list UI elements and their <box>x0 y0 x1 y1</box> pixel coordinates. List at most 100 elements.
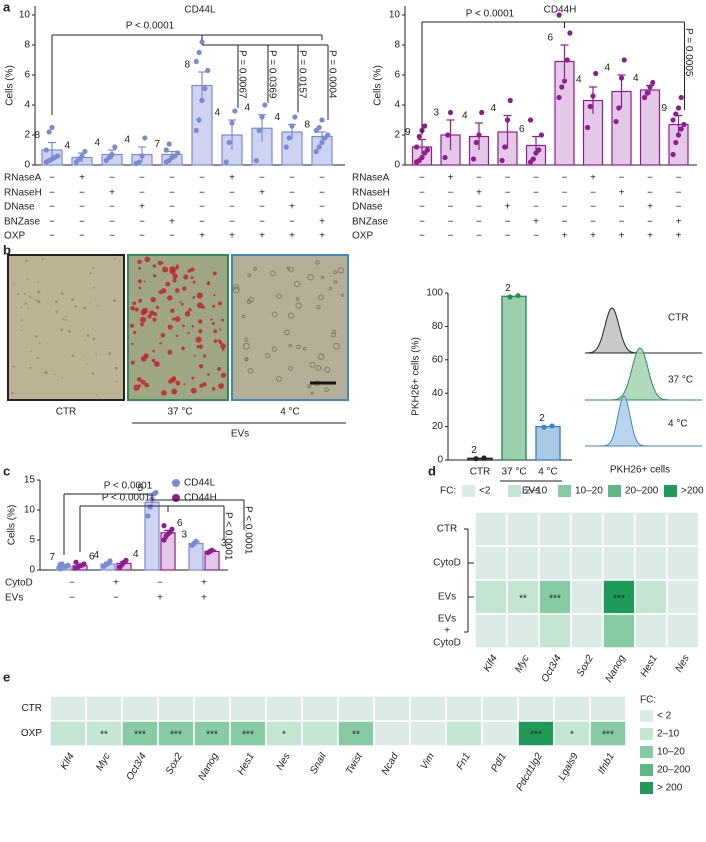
image-label: 37 °C <box>167 407 192 418</box>
heatmap-cell <box>553 695 591 722</box>
data-point <box>473 139 479 146</box>
n-label: 6 <box>547 33 553 44</box>
data-point <box>561 78 568 84</box>
legend-swatch <box>664 485 677 497</box>
condition-mark: − <box>169 202 175 213</box>
condition-mark: − <box>590 217 596 228</box>
n-label: 4 <box>214 108 220 119</box>
n-label: 4 <box>462 111 468 122</box>
stain <box>196 344 200 349</box>
cell <box>44 370 48 375</box>
condition-mark: − <box>676 202 682 213</box>
stain <box>152 274 157 278</box>
legend-label: >200 <box>681 486 704 497</box>
bar <box>639 89 661 166</box>
cell <box>269 270 276 277</box>
cell <box>294 280 301 288</box>
cell <box>83 306 86 310</box>
condition-mark: + <box>113 578 119 589</box>
cell <box>67 329 72 333</box>
cell <box>307 274 314 281</box>
condition-mark: + <box>676 231 682 242</box>
n-label: 3 <box>221 538 227 549</box>
cell <box>23 303 25 305</box>
heatmap-cell <box>538 511 572 547</box>
column-label: Pdcd1lg2 <box>515 751 546 793</box>
cell <box>23 292 26 295</box>
significance: ** <box>519 593 527 604</box>
condition-mark: − <box>139 173 145 184</box>
stain <box>172 278 177 283</box>
significance: ** <box>352 729 360 740</box>
heatmap-cell <box>474 613 508 649</box>
condition-mark: + <box>169 217 175 228</box>
heatmap-cell <box>666 511 700 547</box>
cell <box>113 258 116 261</box>
cell <box>35 299 38 302</box>
condition-mark: + <box>590 231 596 242</box>
n-label: 9 <box>661 103 667 114</box>
data-point <box>316 124 322 131</box>
row-label: CTR <box>21 703 42 714</box>
condition-mark: − <box>79 217 85 228</box>
group-label: EVs <box>231 429 249 440</box>
y-tick-label: 2 <box>24 130 30 141</box>
cell <box>320 275 325 280</box>
stain <box>180 302 184 306</box>
cell <box>287 312 295 319</box>
n-label: 6 <box>177 518 183 529</box>
heatmap-cell <box>337 720 375 747</box>
condition-mark: + <box>562 231 568 242</box>
stain <box>138 298 143 303</box>
data-point <box>479 109 485 116</box>
data-point <box>43 147 49 153</box>
heatmap-cell <box>506 613 540 649</box>
p-value: P < 0.0001 <box>104 481 153 492</box>
legend-marker <box>172 479 180 487</box>
condition-mark: − <box>79 188 85 199</box>
cell <box>242 342 250 350</box>
column-label: Ifnb1 <box>596 751 617 776</box>
x-tick-label: CTR <box>470 467 491 478</box>
stain <box>196 302 204 309</box>
stain <box>195 336 202 343</box>
cell <box>37 300 41 304</box>
data-point <box>325 132 331 138</box>
y-tick-label: 20 <box>432 421 444 432</box>
p-value: P < 0.0001 <box>126 21 175 32</box>
condition-mark: − <box>562 202 568 213</box>
stain <box>183 383 186 386</box>
p-value: P = 0.0004 <box>326 50 337 99</box>
data-point <box>416 133 422 140</box>
heatmap-cell <box>634 613 668 649</box>
data-point <box>223 159 229 165</box>
heatmap-cell <box>373 695 411 722</box>
image-label: CTR <box>56 407 77 418</box>
heatmap-cell <box>570 511 604 547</box>
data-point <box>675 132 682 138</box>
condition-mark: − <box>259 217 265 228</box>
condition-mark: − <box>49 217 55 228</box>
stained-cells <box>11 256 345 396</box>
stain <box>140 322 144 327</box>
cell <box>317 353 325 360</box>
n-label: 3 <box>181 529 187 540</box>
condition-mark: + <box>201 578 207 589</box>
stain <box>206 281 211 286</box>
condition-mark: − <box>319 202 325 213</box>
heatmap-cell <box>570 613 604 649</box>
condition-label: CytoD <box>5 578 33 589</box>
stain <box>132 301 137 306</box>
condition-mark: − <box>229 217 235 228</box>
condition-mark: − <box>113 593 119 604</box>
stain <box>144 256 151 263</box>
condition-mark: − <box>69 593 75 604</box>
cell <box>54 373 56 375</box>
row-label: CTR <box>437 524 458 535</box>
bar <box>501 295 527 461</box>
significance: * <box>570 729 574 740</box>
column-label: Fn1 <box>455 751 473 771</box>
data-point <box>136 159 142 165</box>
cell <box>119 260 121 262</box>
stain <box>175 265 179 270</box>
